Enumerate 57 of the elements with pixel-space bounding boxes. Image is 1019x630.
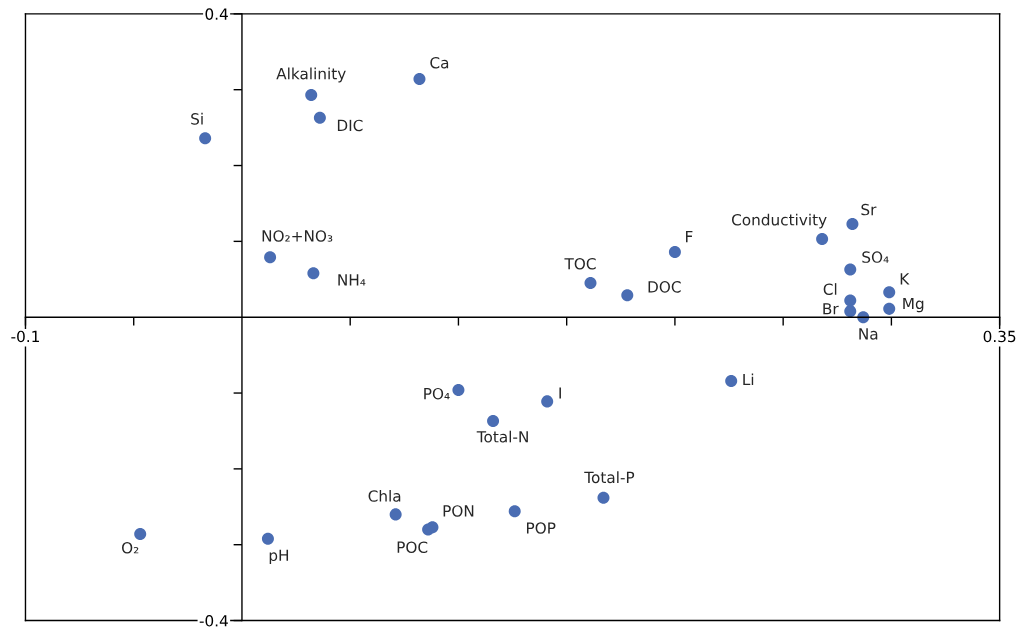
annotation: POP bbox=[527, 522, 556, 534]
point bbox=[305, 88, 318, 102]
annotation: TOC bbox=[564, 257, 596, 270]
point bbox=[199, 132, 212, 145]
annotation: NO₂+NO₃ bbox=[262, 230, 333, 242]
point bbox=[883, 286, 896, 299]
annotation: NH₄ bbox=[338, 274, 366, 286]
annotation: Total-N bbox=[476, 430, 528, 443]
x-tick-label: 0.35 bbox=[983, 330, 1016, 343]
annotation: K bbox=[900, 273, 910, 285]
annotation: DIC bbox=[337, 119, 363, 132]
annotation: Li bbox=[743, 373, 754, 386]
point bbox=[264, 251, 277, 264]
point bbox=[621, 289, 634, 302]
point bbox=[134, 528, 147, 541]
annotation: Alkalinity bbox=[276, 67, 346, 83]
point bbox=[844, 305, 857, 318]
point bbox=[844, 294, 857, 307]
annotation: I bbox=[559, 387, 561, 399]
point bbox=[452, 383, 465, 397]
annotation: Si bbox=[191, 112, 203, 125]
annotation: Total-P bbox=[584, 471, 635, 484]
annotation: PO₄ bbox=[424, 387, 450, 400]
annotation: Mg bbox=[903, 297, 924, 313]
point bbox=[883, 302, 896, 315]
annotation: PON bbox=[443, 505, 474, 517]
point bbox=[725, 374, 738, 387]
point bbox=[597, 491, 610, 504]
point bbox=[816, 233, 829, 246]
annotation: Sr bbox=[861, 203, 877, 216]
annotation: Na bbox=[859, 328, 878, 340]
annotation: Cl bbox=[823, 283, 837, 295]
y-tick-label: -0.4 bbox=[199, 615, 228, 627]
point bbox=[307, 267, 320, 280]
annotation: Conductivity bbox=[731, 213, 827, 229]
annotation: Br bbox=[823, 303, 839, 315]
point bbox=[313, 111, 326, 124]
annotation: Chla bbox=[368, 489, 401, 502]
annotation: SO₄ bbox=[862, 251, 889, 263]
point bbox=[487, 415, 500, 428]
y-tick-label: 0.4 bbox=[205, 8, 228, 20]
annotation: POC bbox=[397, 541, 428, 553]
point bbox=[541, 395, 554, 408]
point bbox=[261, 532, 274, 545]
annotation: DOC bbox=[648, 281, 681, 293]
point bbox=[844, 263, 857, 276]
point bbox=[668, 245, 681, 258]
point bbox=[413, 73, 426, 86]
annotation: O₂ bbox=[121, 541, 139, 554]
annotation: F bbox=[686, 231, 693, 243]
point bbox=[508, 505, 521, 518]
annotation: Ca bbox=[430, 56, 449, 69]
x-tick-label: -0.1 bbox=[11, 330, 39, 343]
point bbox=[846, 217, 859, 230]
annotation: pH bbox=[269, 549, 289, 565]
point bbox=[389, 508, 402, 521]
point bbox=[584, 277, 597, 290]
